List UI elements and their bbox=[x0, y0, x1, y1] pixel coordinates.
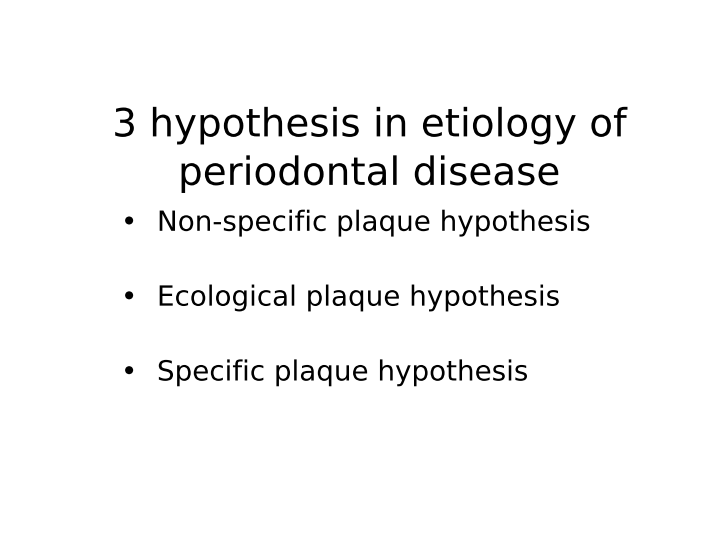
Text: Specific plaque hypothesis: Specific plaque hypothesis bbox=[157, 359, 528, 387]
Text: 3 hypothesis in etiology of
periodontal disease: 3 hypothesis in etiology of periodontal … bbox=[112, 106, 626, 193]
Text: Ecological plaque hypothesis: Ecological plaque hypothesis bbox=[157, 284, 560, 312]
Text: •: • bbox=[121, 284, 138, 312]
Text: •: • bbox=[121, 209, 138, 237]
Text: Non-specific plaque hypothesis: Non-specific plaque hypothesis bbox=[157, 209, 590, 237]
Text: •: • bbox=[121, 359, 138, 387]
